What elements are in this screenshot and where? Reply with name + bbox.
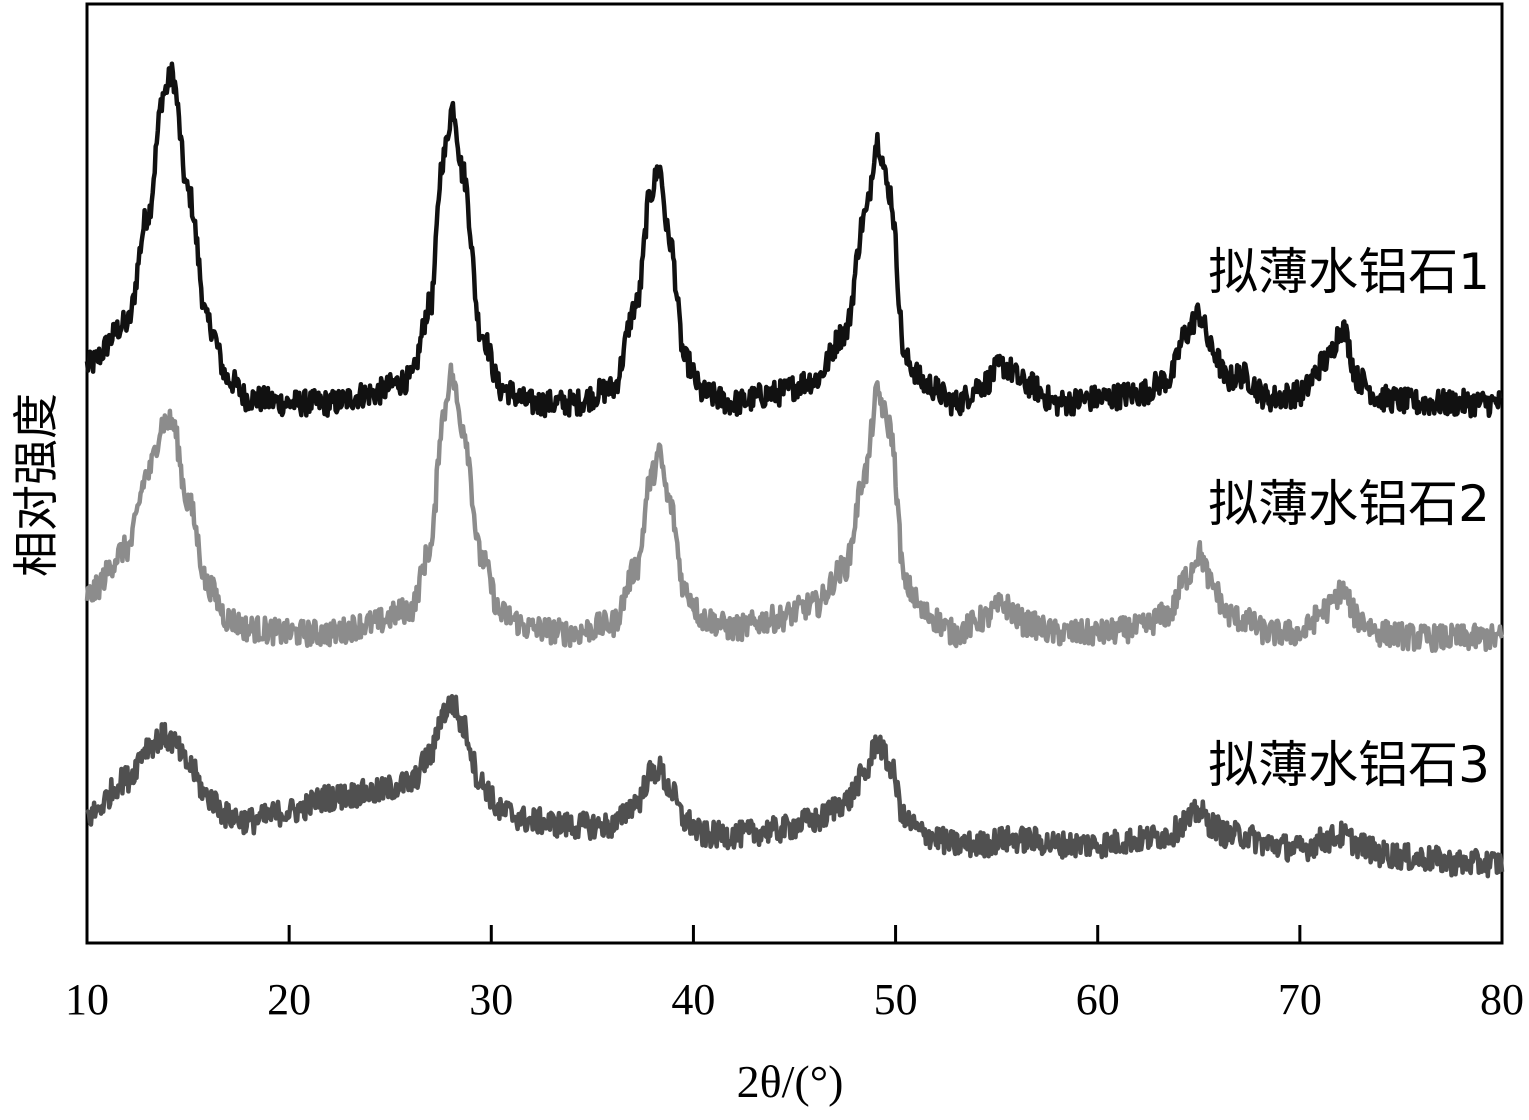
x-tick-label-20: 20 (267, 975, 311, 1024)
series-label-2: 拟薄水铝石2 (1208, 475, 1490, 533)
x-axis-title: 2θ/(°) (737, 1056, 844, 1107)
series-line-1 (84, 61, 1504, 419)
x-tick-label-30: 30 (469, 975, 513, 1024)
series-label-3: 拟薄水铝石3 (1208, 736, 1490, 794)
y-axis-title: 相对强度 (11, 393, 62, 577)
x-tick-label-50: 50 (874, 975, 918, 1024)
plot-frame (85, 2, 1504, 945)
x-tick-label-70: 70 (1278, 975, 1322, 1024)
plot-area (85, 2, 1504, 945)
x-tick-label-60: 60 (1076, 975, 1120, 1024)
x-tick-label-10: 10 (65, 975, 109, 1024)
series-layer: 拟薄水铝石1 拟薄水铝石2 拟薄水铝石3 (84, 61, 1505, 879)
x-tick-label-40: 40 (671, 975, 715, 1024)
series-line-2 (84, 362, 1505, 654)
series-line-3 (85, 694, 1505, 879)
series-label-1: 拟薄水铝石1 (1208, 243, 1490, 301)
x-tick-label-80: 80 (1480, 975, 1524, 1024)
axes: 10 20 30 40 50 60 70 80 (65, 925, 1524, 1024)
